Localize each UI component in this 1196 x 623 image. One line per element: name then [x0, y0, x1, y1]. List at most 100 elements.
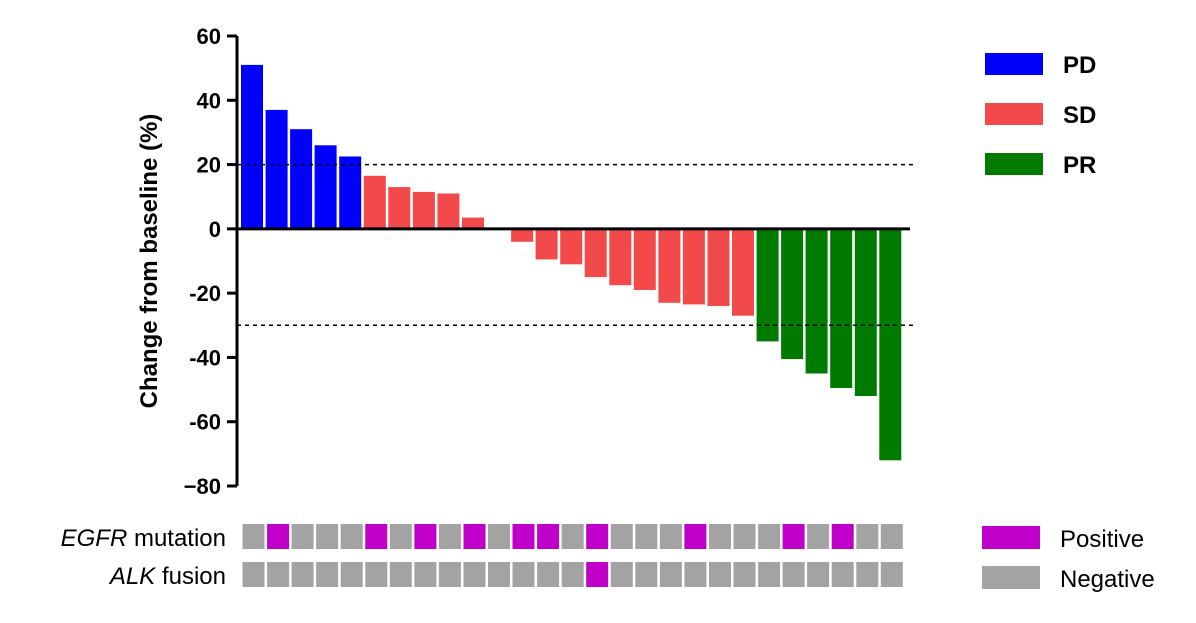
track-label-2: ALK fusion	[108, 563, 226, 590]
bar-8	[412, 191, 435, 229]
track-cell-negative	[267, 562, 290, 587]
bar-27	[879, 228, 902, 461]
track-cell-negative	[316, 562, 339, 587]
track-label-1: EGFR mutation	[61, 525, 226, 552]
track-cell-negative	[880, 524, 903, 549]
track-cell-negative	[610, 524, 633, 549]
y-tick-label: −80	[184, 474, 221, 499]
biomarker-legend-label-positive: Positive	[1060, 526, 1144, 553]
track-cell-negative	[438, 562, 461, 587]
track-cell-negative	[856, 524, 879, 549]
y-axis-label: Change from baseline (%)	[136, 114, 163, 409]
track-cell-negative	[880, 562, 903, 587]
track-cell-negative	[733, 562, 756, 587]
bar-15	[584, 228, 607, 278]
bar-4	[314, 145, 337, 229]
bar-9	[437, 193, 460, 229]
track-cell-positive	[463, 524, 486, 549]
biomarker-tracks: EGFR mutation ALK fusion	[61, 524, 903, 590]
track-row-2: ALK fusion	[108, 562, 903, 590]
track-cell-positive	[365, 524, 388, 549]
bar-19	[682, 228, 705, 305]
bar-2	[265, 109, 288, 229]
track-cell-negative	[807, 562, 830, 587]
track-cell-negative	[291, 524, 314, 549]
bar-5	[339, 156, 362, 229]
biomarker-legend-swatch-negative	[982, 566, 1040, 589]
track-cell-positive	[414, 524, 437, 549]
track-cell-negative	[340, 562, 363, 587]
bar-18	[658, 228, 681, 303]
track-cell-negative	[758, 524, 781, 549]
track-cell-negative	[389, 524, 412, 549]
track-cell-negative	[365, 562, 388, 587]
track-cell-negative	[512, 562, 535, 587]
bar-20	[707, 228, 730, 306]
track-cell-negative	[414, 562, 437, 587]
y-tick-label: -20	[189, 281, 221, 306]
legend-label-pd: PD	[1063, 52, 1096, 79]
bar-10	[462, 217, 484, 229]
track-cell-negative	[340, 524, 363, 549]
legend-label-pr: PR	[1063, 152, 1096, 179]
track-cell-negative	[684, 562, 707, 587]
track-cell-negative	[488, 524, 510, 549]
bar-6	[363, 175, 386, 229]
bar-13	[535, 228, 558, 260]
track-cell-positive	[586, 524, 609, 549]
track-cell-negative	[316, 524, 339, 549]
track-cell-negative	[659, 524, 682, 549]
track-cell-negative	[463, 562, 486, 587]
reference-lines	[237, 163, 914, 327]
legend-swatch-pd	[985, 53, 1043, 75]
bar-17	[633, 228, 656, 290]
y-tick-label: 20	[197, 153, 221, 178]
bar-14	[560, 228, 583, 265]
track-cell-negative	[635, 562, 658, 587]
y-tick-label: -60	[189, 410, 221, 435]
track-cell-negative	[389, 562, 412, 587]
response-legend: PD SD PR	[985, 52, 1096, 179]
legend-label-sd: SD	[1063, 102, 1096, 129]
track-cell-negative	[733, 524, 756, 549]
track-cell-negative	[659, 562, 682, 587]
track-cell-negative	[782, 562, 805, 587]
bar-7	[388, 187, 411, 229]
track-cell-negative	[758, 562, 781, 587]
y-tick-label: 40	[197, 88, 221, 113]
track-cell-negative	[856, 562, 879, 587]
track-cell-negative	[561, 562, 584, 587]
legend-swatch-sd	[985, 103, 1043, 125]
track-cell-negative	[807, 524, 830, 549]
track-cell-negative	[709, 524, 731, 549]
bar-21	[732, 228, 754, 316]
y-tick-label: -40	[189, 345, 221, 370]
biomarker-legend-label-negative: Negative	[1060, 566, 1155, 593]
track-cell-negative	[242, 524, 265, 549]
biomarker-legend-swatch-positive	[982, 526, 1040, 549]
track-cell-positive	[512, 524, 535, 549]
track-cell-negative	[537, 562, 560, 587]
legend-swatch-pr	[985, 153, 1043, 175]
track-cell-negative	[438, 524, 461, 549]
track-cell-positive	[586, 562, 609, 587]
bar-26	[854, 228, 877, 396]
y-ticks-group: 60 40 20 0 -20 -40 -60 −80	[184, 24, 237, 499]
track-cell-positive	[537, 524, 560, 549]
bar-12	[511, 228, 534, 242]
biomarker-legend: Positive Negative	[982, 526, 1155, 593]
y-tick-label: 60	[197, 24, 221, 49]
track-cell-negative	[561, 524, 584, 549]
bar-1	[241, 64, 263, 229]
track-cell-positive	[782, 524, 805, 549]
axes-group	[235, 36, 910, 486]
track-cell-negative	[291, 562, 314, 587]
bars-group	[241, 64, 902, 461]
y-tick-label: 0	[209, 217, 221, 242]
track-cell-negative	[709, 562, 731, 587]
bar-25	[830, 228, 853, 388]
track-cell-negative	[831, 562, 854, 587]
track-cell-negative	[635, 524, 658, 549]
bar-3	[290, 129, 313, 229]
track-row-1: EGFR mutation	[61, 524, 903, 552]
